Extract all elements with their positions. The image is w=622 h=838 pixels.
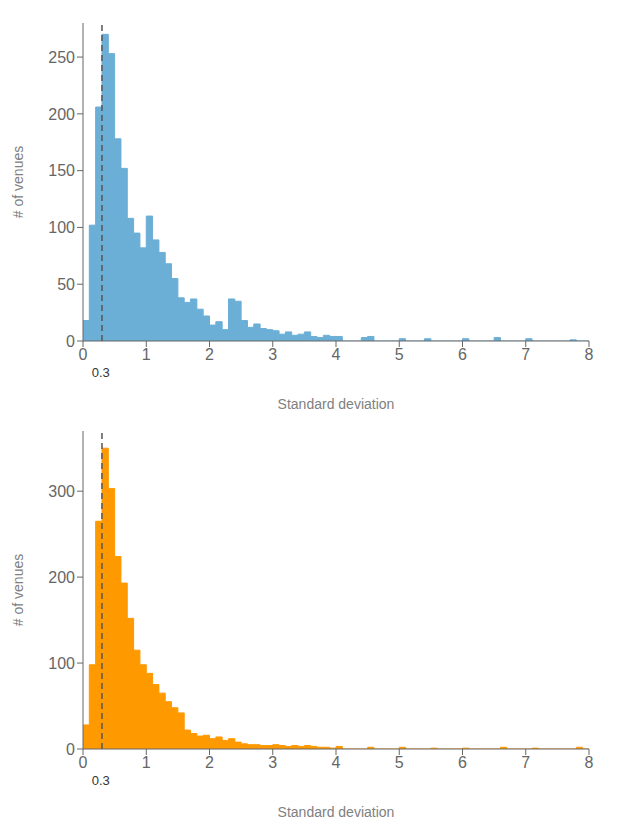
svg-text:0.3: 0.3	[92, 365, 110, 380]
svg-text:0: 0	[79, 346, 88, 363]
svg-text:7: 7	[521, 346, 530, 363]
svg-text:5: 5	[395, 754, 404, 771]
svg-text:0.3: 0.3	[92, 773, 110, 788]
svg-text:0: 0	[79, 754, 88, 771]
svg-text:1: 1	[142, 754, 151, 771]
svg-text:# of venues: # of venues	[10, 146, 26, 218]
svg-text:8: 8	[585, 346, 594, 363]
svg-text:150: 150	[48, 162, 75, 179]
svg-text:50: 50	[57, 276, 75, 293]
svg-text:# of venues: # of venues	[10, 554, 26, 626]
svg-text:Standard deviation: Standard deviation	[278, 396, 395, 412]
svg-text:2: 2	[205, 346, 214, 363]
svg-text:4: 4	[332, 754, 341, 771]
svg-text:0: 0	[66, 741, 75, 758]
svg-text:250: 250	[48, 49, 75, 66]
svg-text:3: 3	[268, 754, 277, 771]
svg-text:5: 5	[395, 346, 404, 363]
svg-text:200: 200	[48, 569, 75, 586]
svg-text:4: 4	[332, 346, 341, 363]
svg-text:Standard deviation: Standard deviation	[278, 804, 395, 820]
svg-text:100: 100	[48, 219, 75, 236]
svg-text:100: 100	[48, 655, 75, 672]
svg-text:7: 7	[521, 754, 530, 771]
svg-text:0: 0	[66, 333, 75, 350]
svg-text:6: 6	[458, 346, 467, 363]
svg-text:200: 200	[48, 106, 75, 123]
svg-text:300: 300	[48, 483, 75, 500]
svg-text:2: 2	[205, 754, 214, 771]
svg-text:1: 1	[142, 346, 151, 363]
svg-text:6: 6	[458, 754, 467, 771]
svg-text:8: 8	[585, 754, 594, 771]
svg-text:3: 3	[268, 346, 277, 363]
